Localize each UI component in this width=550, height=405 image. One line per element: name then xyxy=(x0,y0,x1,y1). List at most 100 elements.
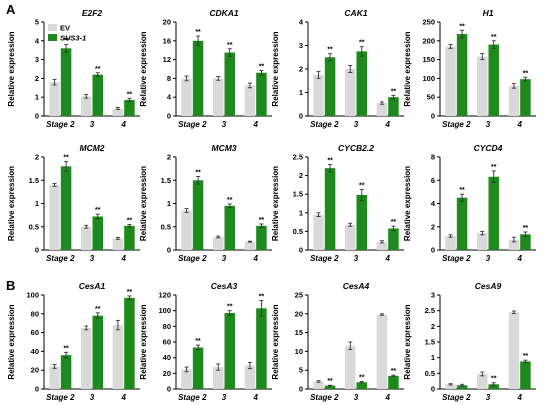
y-tick-label: 0 xyxy=(431,112,435,121)
y-tick-label: 1 xyxy=(431,353,435,362)
chart-cesa9: CesA9 Relative expression 0 0.5 1 1.5 2 2.5 3 Sta… xyxy=(403,281,536,402)
significance-mark: ** xyxy=(95,207,101,214)
significance-mark: ** xyxy=(63,155,69,162)
y-tick-label: 0 xyxy=(299,246,303,255)
significance-mark: ** xyxy=(491,34,497,41)
y-tick-label: 1.5 xyxy=(293,190,303,199)
y-tick-label: 60 xyxy=(31,328,39,337)
y-tick-label: 12 xyxy=(163,55,171,64)
y-axis-label: Relative expression xyxy=(7,166,16,241)
chart-cycd4: CYCD4 Relative expression 0 2 4 6 8 ** Stage 2 **… xyxy=(403,143,536,263)
x-tick-label: Stage 2 xyxy=(46,120,75,129)
x-tick-label: Stage 2 xyxy=(442,254,471,263)
bar-sus3-1 xyxy=(388,228,399,250)
y-tick-label: 1 xyxy=(167,199,171,208)
significance-mark: ** xyxy=(195,29,201,36)
chart-title: CesA9 xyxy=(475,281,502,291)
significance-mark: ** xyxy=(327,157,333,164)
legend-swatch-ev xyxy=(48,24,57,31)
y-tick-label: 5 xyxy=(299,366,303,375)
bar-ev xyxy=(49,82,60,116)
y-tick-label: 40 xyxy=(31,347,39,356)
chart-mcm3: MCM3 Relative expression 0 0.5 1 1.5 2 ** Stage … xyxy=(139,143,272,263)
bar-ev xyxy=(244,365,256,389)
y-tick-label: 1 xyxy=(35,93,39,102)
y-tick-label: 20 xyxy=(163,369,171,378)
y-tick-label: 1 xyxy=(299,88,303,97)
panel-label-a: A xyxy=(6,2,16,17)
y-tick-label: 40 xyxy=(163,353,171,362)
bar-ev xyxy=(508,85,520,116)
y-tick-label: 250 xyxy=(422,18,435,27)
y-tick-label: 20 xyxy=(31,366,39,375)
bar-sus3-1 xyxy=(92,216,103,250)
y-tick-label: 80 xyxy=(163,322,171,331)
bar-ev xyxy=(345,224,356,250)
bar-ev xyxy=(508,239,520,250)
significance-mark: ** xyxy=(195,338,201,345)
chart-cesa1: CesA1 Relative expression 0 20 40 60 80 100 ** St… xyxy=(7,281,140,402)
y-tick-label: 100 xyxy=(158,306,171,315)
significance-mark: ** xyxy=(259,293,265,300)
significance-mark: ** xyxy=(359,374,365,381)
bar-sus3-1 xyxy=(256,72,267,116)
x-tick-label: 3 xyxy=(354,393,359,402)
y-tick-label: 20 xyxy=(163,18,171,27)
y-tick-label: 0 xyxy=(431,246,435,255)
x-tick-label: Stage 2 xyxy=(310,254,339,263)
chart-cak1: CAK1 Relative expression 0 1 2 3 4 ** Stage 2 ** 3… xyxy=(271,8,404,129)
bar-ev xyxy=(508,312,520,389)
chart-title: MCM3 xyxy=(211,143,236,153)
bar-sus3-1 xyxy=(92,74,103,116)
y-tick-label: 1.5 xyxy=(29,176,39,185)
bar-sus3-1 xyxy=(456,385,468,389)
y-tick-label: 2 xyxy=(35,153,39,162)
significance-mark: ** xyxy=(63,345,69,352)
bar-sus3-1 xyxy=(192,40,204,116)
bar-sus3-1 xyxy=(456,34,468,117)
y-tick-label: 5 xyxy=(35,18,39,27)
bar-ev xyxy=(181,78,192,116)
x-tick-label: 4 xyxy=(516,120,522,129)
bar-sus3-1 xyxy=(324,168,336,250)
y-axis-label: Relative expression xyxy=(139,304,148,379)
y-tick-label: 1 xyxy=(299,208,303,217)
y-tick-label: 15 xyxy=(295,328,303,337)
y-tick-label: 0 xyxy=(167,385,171,394)
y-tick-label: 60 xyxy=(163,338,171,347)
significance-mark: ** xyxy=(227,197,233,204)
y-tick-label: 0 xyxy=(35,112,39,121)
legend-label-sus3-1: SUS3-1 xyxy=(60,34,86,43)
y-tick-label: 4 xyxy=(431,199,436,208)
significance-mark: ** xyxy=(127,289,133,296)
y-axis-label: Relative expression xyxy=(403,166,412,241)
bar-ev xyxy=(244,85,256,116)
chart-title: H1 xyxy=(483,8,494,18)
y-tick-label: 50 xyxy=(427,93,435,102)
bar-sus3-1 xyxy=(192,347,204,389)
y-tick-label: 20 xyxy=(295,309,303,318)
significance-mark: ** xyxy=(491,164,497,171)
y-axis-label: Relative expression xyxy=(271,304,280,379)
x-tick-label: 4 xyxy=(516,393,522,402)
x-tick-label: Stage 2 xyxy=(442,120,471,129)
y-tick-label: 2 xyxy=(35,74,39,83)
bar-ev xyxy=(376,314,388,389)
chart-mcm2: MCM2 Relative expression 0 0.5 1 1.5 2 ** Stage … xyxy=(7,143,140,263)
bar-sus3-1 xyxy=(356,194,367,250)
chart-title: CYCD4 xyxy=(474,143,503,153)
significance-mark: ** xyxy=(391,88,397,95)
y-axis-label: Relative expression xyxy=(139,31,148,106)
bar-ev xyxy=(112,325,124,389)
y-tick-label: 0.5 xyxy=(425,369,435,378)
y-tick-label: 6 xyxy=(431,176,435,185)
x-tick-label: 4 xyxy=(120,393,126,402)
x-tick-label: Stage 2 xyxy=(442,393,471,402)
bar-sus3-1 xyxy=(388,97,399,116)
bar-sus3-1 xyxy=(124,100,135,116)
bar-ev xyxy=(313,214,324,250)
significance-mark: ** xyxy=(259,217,265,224)
y-tick-label: 16 xyxy=(163,36,171,45)
